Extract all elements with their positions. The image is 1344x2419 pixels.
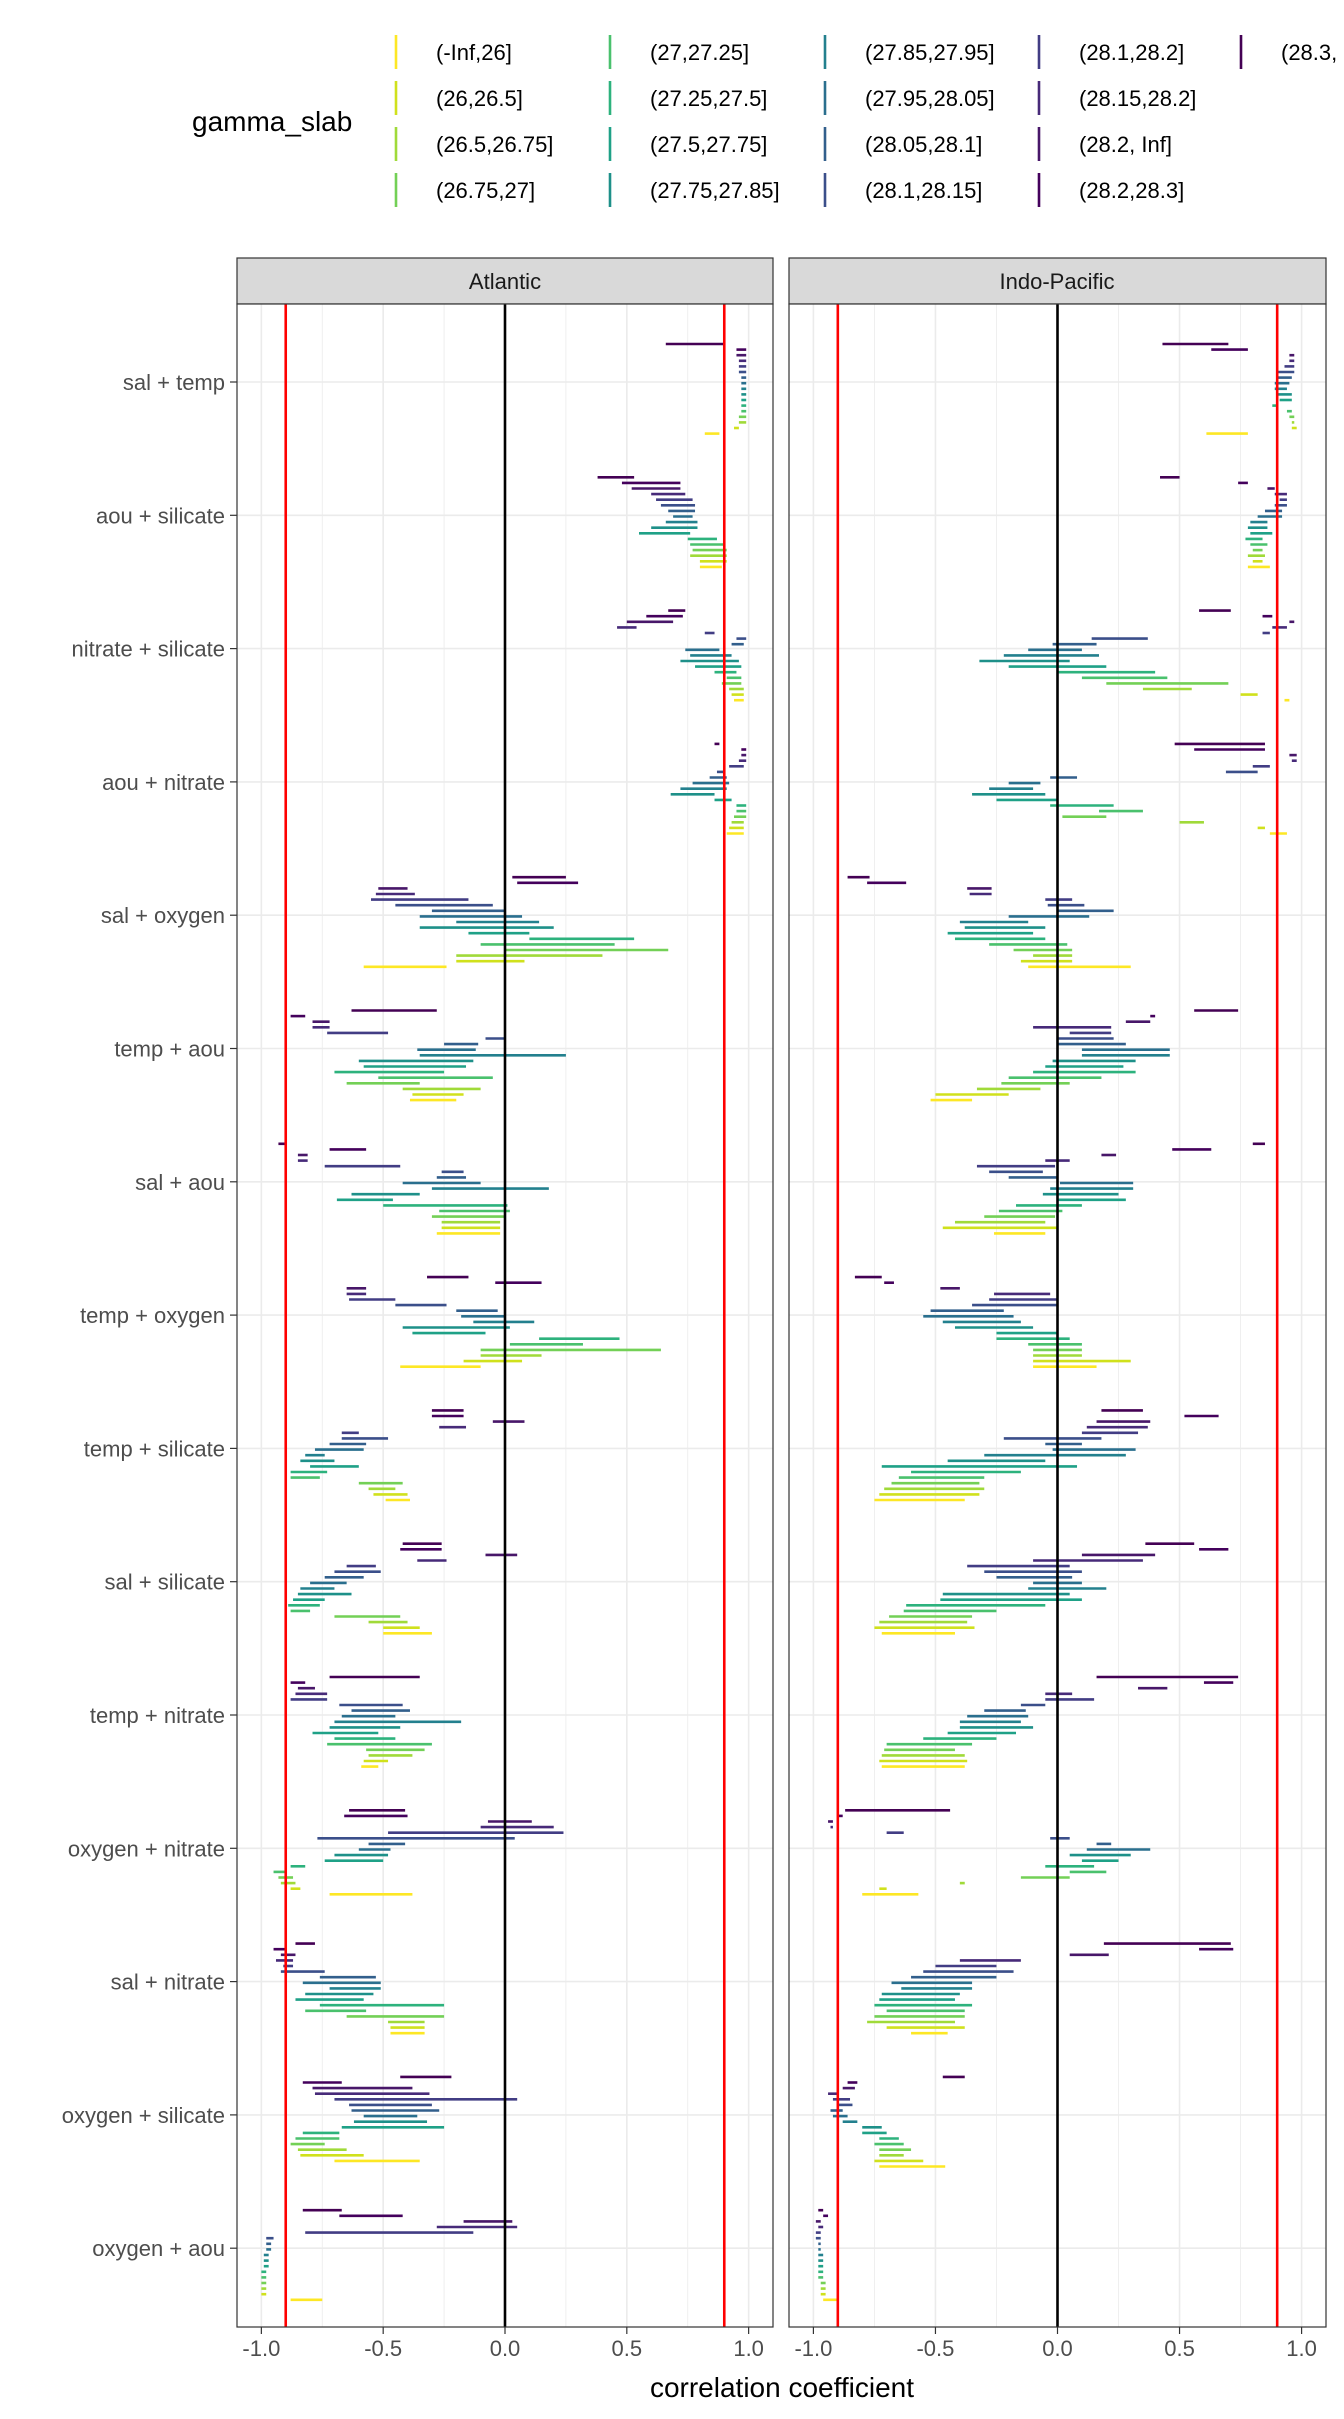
x-tick-label-indo-pacific: 1.0 bbox=[1286, 2336, 1317, 2361]
y-axis: sal + temp aou + silicate nitrate + silica… bbox=[62, 370, 237, 2261]
x-tick-label-atlantic: 0.0 bbox=[490, 2336, 521, 2361]
legend-label-26-5-26-75: (26.5,26.75] bbox=[436, 132, 553, 157]
reference-lines-atlantic bbox=[284, 304, 726, 2327]
x-axis: -1.0 -0.5 0.0 0.5 1.0 -1.0 -0.5 0.0 0.5 1.0 bbox=[242, 2327, 1317, 2361]
y-tick-label-oxygen-nitrate: oxygen + nitrate bbox=[68, 1836, 225, 1861]
x-tick-label-indo-pacific: 0.0 bbox=[1042, 2336, 1073, 2361]
intervals-atlantic bbox=[261, 342, 747, 2302]
legend-label-27-85-27-95: (27.85,27.95] bbox=[865, 40, 995, 65]
y-tick-label-aou-silicate: aou + silicate bbox=[96, 503, 225, 528]
legend-label-28-2-inf: (28.2, Inf] bbox=[1079, 132, 1172, 157]
legend: gamma_slab (-Inf,26] (26,26.5] (26.5,26.75… bbox=[192, 35, 1344, 207]
strip-atlantic bbox=[236, 257, 774, 305]
legend-label-28-3-i: (28.3, I bbox=[1281, 40, 1344, 65]
legend-entries: (-Inf,26] (26,26.5] (26.5,26.75] (26.75,27]… bbox=[394, 35, 1344, 207]
panel-indo-pacific: Indo-Pacific bbox=[788, 257, 1327, 2328]
legend-label-27-27-25: (27,27.25] bbox=[650, 40, 749, 65]
legend-label-28-15-28-2: (28.15,28.2] bbox=[1079, 86, 1196, 111]
panel-atlantic: Atlantic bbox=[236, 257, 774, 2328]
legend-title: gamma_slab bbox=[192, 106, 352, 137]
y-tick-label-aou-nitrate: aou + nitrate bbox=[102, 770, 225, 795]
y-tick-label-temp-aou: temp + aou bbox=[114, 1037, 225, 1062]
y-tick-label-nitrate-silicate: nitrate + silicate bbox=[72, 637, 225, 662]
y-tick-label-temp-silicate: temp + silicate bbox=[84, 1436, 225, 1461]
strip-label-atlantic: Atlantic bbox=[469, 269, 541, 294]
x-tick-label-indo-pacific: -0.5 bbox=[916, 2336, 954, 2361]
legend-label-27-5-27-75: (27.5,27.75] bbox=[650, 132, 767, 157]
y-tick-label-oxygen-silicate: oxygen + silicate bbox=[62, 2103, 225, 2128]
intervals-indo-pacific bbox=[815, 342, 1297, 2302]
legend-label-26-75-27: (26.75,27] bbox=[436, 178, 535, 203]
legend-label-28-2-28-3: (28.2,28.3] bbox=[1079, 178, 1184, 203]
legend-label-27-25-27-5: (27.25,27.5] bbox=[650, 86, 767, 111]
y-tick-label-temp-nitrate: temp + nitrate bbox=[90, 1703, 225, 1728]
x-tick-label-indo-pacific: -1.0 bbox=[794, 2336, 832, 2361]
legend-label-27-95-28-05: (27.95,28.05] bbox=[865, 86, 995, 111]
legend-label-28-1-28-2: (28.1,28.2] bbox=[1079, 40, 1184, 65]
x-tick-label-indo-pacific: 0.5 bbox=[1164, 2336, 1195, 2361]
reference-lines-indo-pacific bbox=[836, 304, 1279, 2327]
strip-label-indo-pacific: Indo-Pacific bbox=[1000, 269, 1115, 294]
y-tick-label-temp-oxygen: temp + oxygen bbox=[80, 1303, 225, 1328]
y-tick-label-sal-aou: sal + aou bbox=[135, 1170, 225, 1195]
y-tick-label-sal-temp: sal + temp bbox=[123, 370, 225, 395]
y-tick-label-sal-nitrate: sal + nitrate bbox=[111, 1970, 225, 1995]
y-tick-label-sal-silicate: sal + silicate bbox=[105, 1570, 225, 1595]
strip-indo-pacific bbox=[788, 257, 1327, 305]
legend-label-inf-26: (-Inf,26] bbox=[436, 40, 512, 65]
x-tick-label-atlantic: 1.0 bbox=[733, 2336, 764, 2361]
x-tick-label-atlantic: -1.0 bbox=[242, 2336, 280, 2361]
legend-label-26-26-5: (26,26.5] bbox=[436, 86, 523, 111]
x-tick-label-atlantic: -0.5 bbox=[364, 2336, 402, 2361]
legend-label-28-1-28-15: (28.1,28.15] bbox=[865, 178, 982, 203]
y-tick-label-sal-oxygen: sal + oxygen bbox=[101, 903, 225, 928]
legend-label-27-75-27-85: (27.75,27.85] bbox=[650, 178, 780, 203]
x-axis-title: correlation coefficient bbox=[650, 2372, 914, 2403]
legend-label-28-05-28-1: (28.05,28.1] bbox=[865, 132, 982, 157]
x-tick-label-atlantic: 0.5 bbox=[612, 2336, 643, 2361]
y-tick-label-oxygen-aou: oxygen + aou bbox=[92, 2236, 225, 2261]
